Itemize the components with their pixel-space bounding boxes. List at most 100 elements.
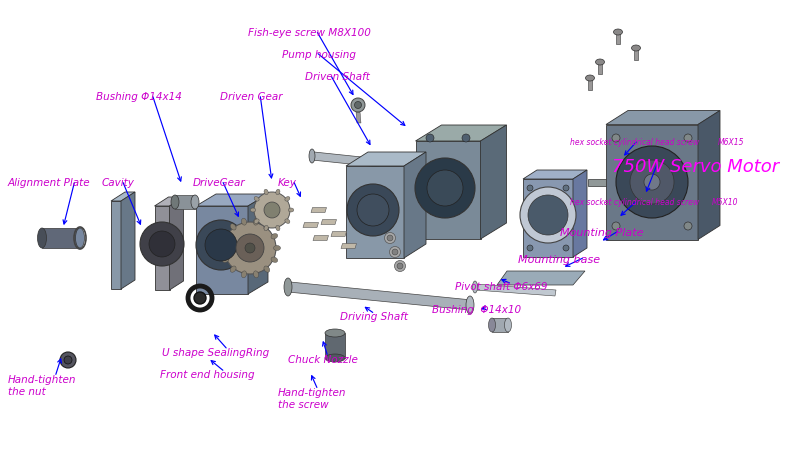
- Ellipse shape: [75, 228, 85, 248]
- Circle shape: [528, 195, 568, 235]
- Text: Mounting base: Mounting base: [518, 255, 600, 265]
- Text: Front end housing: Front end housing: [160, 370, 254, 380]
- Ellipse shape: [505, 318, 511, 332]
- Text: Pump housing: Pump housing: [282, 50, 356, 60]
- Ellipse shape: [254, 271, 258, 278]
- Text: Driving Shaft: Driving Shaft: [340, 312, 408, 322]
- Circle shape: [385, 233, 395, 244]
- Text: Hand-tighten
the nut: Hand-tighten the nut: [8, 375, 77, 396]
- Ellipse shape: [473, 281, 478, 293]
- Text: hex socket cylindrical head screw: hex socket cylindrical head screw: [570, 138, 699, 147]
- Ellipse shape: [264, 266, 270, 272]
- Circle shape: [427, 170, 463, 206]
- Text: M5X10: M5X10: [712, 198, 738, 207]
- Polygon shape: [111, 192, 135, 201]
- Ellipse shape: [230, 266, 236, 272]
- Bar: [598, 63, 602, 74]
- Polygon shape: [313, 236, 329, 241]
- Polygon shape: [698, 110, 720, 239]
- Circle shape: [612, 222, 620, 230]
- Polygon shape: [573, 170, 587, 257]
- Polygon shape: [341, 244, 357, 248]
- Text: Cavity: Cavity: [102, 178, 135, 188]
- Polygon shape: [312, 152, 457, 175]
- Circle shape: [426, 134, 434, 142]
- Circle shape: [563, 245, 569, 251]
- Polygon shape: [170, 197, 183, 290]
- Ellipse shape: [254, 196, 259, 201]
- Bar: [175, 195, 195, 209]
- Ellipse shape: [586, 75, 594, 81]
- Ellipse shape: [230, 224, 236, 230]
- Ellipse shape: [274, 245, 281, 251]
- Circle shape: [415, 158, 475, 218]
- Polygon shape: [248, 194, 268, 294]
- Ellipse shape: [595, 59, 605, 65]
- Ellipse shape: [38, 228, 46, 248]
- Polygon shape: [325, 333, 345, 358]
- Polygon shape: [111, 201, 121, 289]
- Polygon shape: [356, 112, 361, 123]
- Text: Chuck Nozzle: Chuck Nozzle: [288, 355, 358, 365]
- Polygon shape: [331, 231, 346, 236]
- Polygon shape: [303, 222, 318, 228]
- Ellipse shape: [614, 29, 622, 35]
- Circle shape: [196, 220, 246, 270]
- Circle shape: [644, 174, 660, 190]
- Ellipse shape: [276, 226, 280, 231]
- Ellipse shape: [264, 226, 268, 231]
- Polygon shape: [606, 125, 698, 239]
- Ellipse shape: [242, 271, 246, 278]
- Text: Bushing  Φ14x10: Bushing Φ14x10: [432, 305, 521, 315]
- Circle shape: [390, 246, 401, 258]
- Circle shape: [612, 134, 620, 142]
- Bar: [588, 178, 606, 185]
- Text: M6X15: M6X15: [718, 138, 745, 147]
- Circle shape: [149, 231, 175, 257]
- Polygon shape: [497, 271, 585, 285]
- Text: 750W Servo Motor: 750W Servo Motor: [612, 158, 779, 176]
- Circle shape: [387, 235, 393, 241]
- Text: Driven Shaft: Driven Shaft: [305, 72, 370, 82]
- Ellipse shape: [631, 45, 641, 51]
- Ellipse shape: [489, 318, 495, 332]
- Circle shape: [563, 185, 569, 191]
- Circle shape: [245, 243, 255, 253]
- Text: Pivot shaft Φ6x69: Pivot shaft Φ6x69: [455, 282, 547, 292]
- Circle shape: [527, 185, 533, 191]
- Ellipse shape: [219, 245, 226, 251]
- Text: Driven Gear: Driven Gear: [220, 92, 282, 102]
- Ellipse shape: [264, 189, 268, 194]
- Ellipse shape: [285, 219, 290, 223]
- Ellipse shape: [271, 234, 278, 239]
- Ellipse shape: [250, 208, 256, 212]
- Ellipse shape: [264, 224, 270, 230]
- Polygon shape: [415, 125, 506, 141]
- Text: DriveGear: DriveGear: [193, 178, 246, 188]
- Bar: [634, 49, 638, 60]
- Polygon shape: [523, 170, 587, 179]
- Polygon shape: [154, 197, 183, 206]
- Circle shape: [60, 352, 76, 368]
- Circle shape: [520, 187, 576, 243]
- Polygon shape: [196, 194, 268, 206]
- Ellipse shape: [191, 195, 199, 209]
- Circle shape: [205, 229, 237, 261]
- Bar: [616, 33, 620, 44]
- Polygon shape: [606, 110, 720, 125]
- Circle shape: [616, 146, 688, 218]
- Circle shape: [351, 98, 365, 112]
- Ellipse shape: [242, 218, 246, 225]
- Bar: [588, 79, 592, 90]
- Circle shape: [347, 184, 399, 236]
- Circle shape: [392, 249, 398, 255]
- Polygon shape: [475, 284, 556, 296]
- Ellipse shape: [222, 257, 229, 262]
- Ellipse shape: [171, 195, 179, 209]
- Text: Fish-eye screw M8X100: Fish-eye screw M8X100: [248, 28, 371, 38]
- Bar: [492, 318, 508, 332]
- Polygon shape: [321, 219, 337, 225]
- Ellipse shape: [254, 218, 258, 225]
- Ellipse shape: [325, 329, 345, 337]
- Polygon shape: [415, 141, 481, 239]
